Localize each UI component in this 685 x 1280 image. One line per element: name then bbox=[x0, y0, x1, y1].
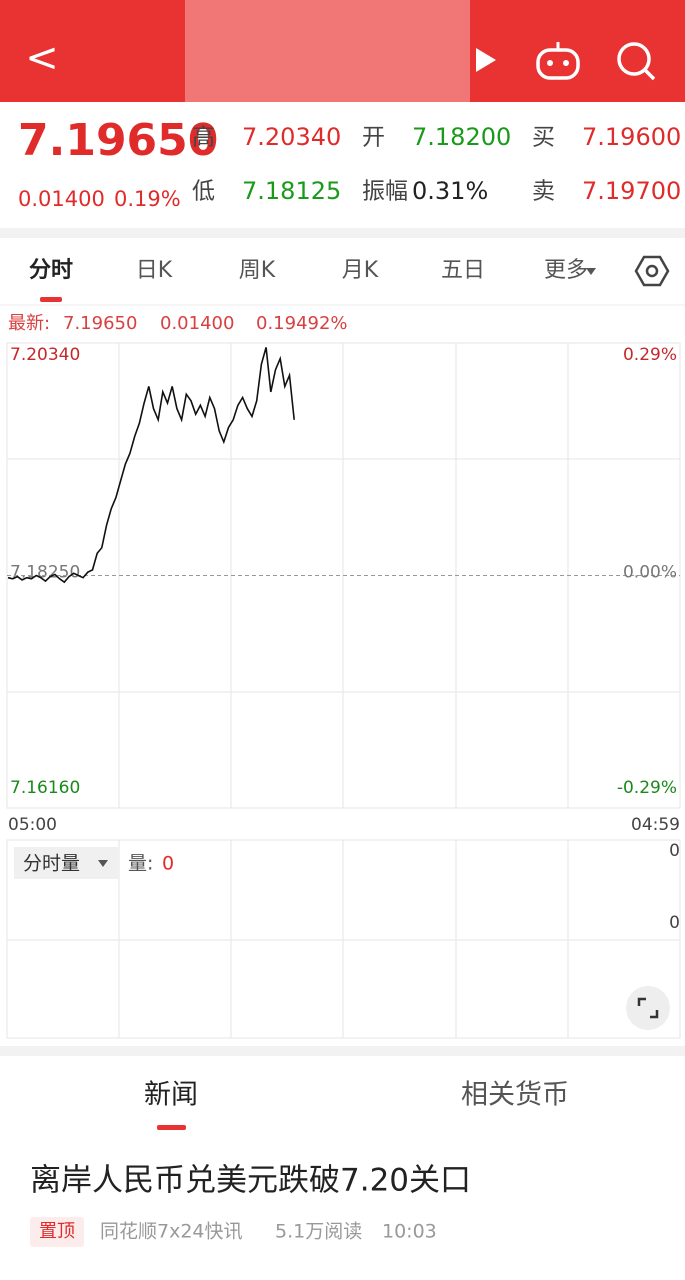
field-value: 7.20340 bbox=[242, 123, 341, 151]
dropdown-arrow bbox=[586, 268, 596, 275]
field-label: 高 bbox=[192, 125, 215, 151]
divider bbox=[0, 1046, 685, 1056]
price-line bbox=[7, 347, 295, 584]
y2-tick-label: 0.29% bbox=[623, 345, 677, 365]
volume-axis-top: 0 bbox=[669, 841, 680, 861]
change-pct: 0.19% bbox=[114, 187, 181, 211]
latest-price: 7.19650 bbox=[63, 313, 137, 334]
volume-grid bbox=[6, 839, 681, 1039]
field-label: 低 bbox=[192, 179, 215, 205]
news-reads: 5.1万阅读 bbox=[275, 1221, 362, 1243]
tag-bg bbox=[30, 1217, 84, 1247]
robot-icon[interactable] bbox=[536, 42, 580, 80]
volume-label: 量: bbox=[128, 853, 153, 875]
y-tick-label: 7.16160 bbox=[10, 778, 80, 798]
news-source: 同花顺7x24快讯 bbox=[100, 1221, 243, 1243]
latest-pct: 0.19492% bbox=[256, 313, 348, 334]
field-label: 振幅 bbox=[362, 179, 408, 205]
dropdown-arrow bbox=[98, 860, 108, 867]
latest-change: 0.01400 bbox=[160, 313, 234, 334]
tab[interactable]: 更多 bbox=[544, 258, 588, 283]
news-tab[interactable]: 新闻 bbox=[144, 1080, 198, 1111]
x-start: 05:00 bbox=[8, 815, 57, 835]
tab[interactable]: 分时 bbox=[29, 258, 73, 283]
tab[interactable]: 月K bbox=[342, 258, 379, 283]
fullscreen-button[interactable] bbox=[626, 986, 670, 1030]
news-headline[interactable]: 离岸人民币兑美元跌破7.20关口 bbox=[30, 1163, 471, 1199]
volume-value: 0 bbox=[162, 853, 174, 875]
field-label: 买 bbox=[532, 125, 555, 151]
tab-indicator bbox=[40, 297, 62, 302]
field-value: 7.19600 bbox=[582, 123, 681, 151]
field-value: 7.18125 bbox=[242, 177, 341, 205]
y-tick-label: 7.20340 bbox=[10, 345, 80, 365]
field-value: 0.31% bbox=[412, 177, 488, 205]
tab[interactable]: 五日 bbox=[441, 258, 485, 283]
back-button[interactable]: < bbox=[25, 35, 59, 81]
tab[interactable]: 周K bbox=[239, 258, 276, 283]
field-value: 7.18200 bbox=[412, 123, 511, 151]
latest-label: 最新: bbox=[8, 313, 50, 334]
price: 7.19650 bbox=[18, 115, 218, 166]
volume-axis-mid: 0 bbox=[669, 913, 680, 933]
search-icon[interactable] bbox=[617, 42, 656, 81]
y2-tick-label: -0.29% bbox=[617, 778, 677, 798]
news-tab[interactable]: 相关货币 bbox=[461, 1080, 569, 1111]
play-icon[interactable] bbox=[476, 48, 496, 72]
y2-tick-label: 0.00% bbox=[623, 563, 677, 583]
news-time: 10:03 bbox=[382, 1221, 437, 1243]
divider bbox=[0, 228, 685, 238]
volume-selector[interactable]: 分时量 bbox=[23, 853, 80, 875]
blurred-title bbox=[185, 0, 470, 102]
x-end: 04:59 bbox=[631, 815, 680, 835]
field-value: 7.19700 bbox=[582, 177, 681, 205]
news-tab-indicator bbox=[157, 1125, 186, 1130]
field-label: 卖 bbox=[532, 179, 555, 205]
tab[interactable]: 日K bbox=[136, 258, 173, 283]
settings-icon[interactable] bbox=[634, 255, 670, 287]
change: 0.01400 bbox=[18, 187, 105, 211]
news-tag: 置顶 bbox=[39, 1221, 75, 1242]
field-label: 开 bbox=[362, 125, 385, 151]
